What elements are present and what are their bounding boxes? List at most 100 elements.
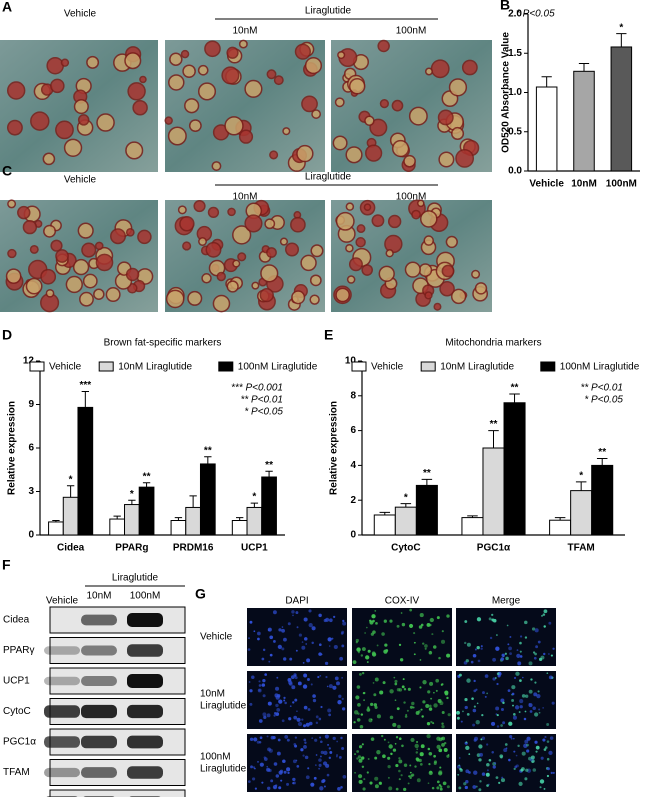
- fluorescence-dot: [457, 773, 460, 776]
- fluorescence-dot: [534, 712, 539, 717]
- micrograph-cell: [356, 224, 366, 234]
- micrograph-cell: [105, 287, 121, 303]
- fluorescence-dot: [315, 764, 317, 766]
- fluorescence-dot: [431, 786, 435, 790]
- fluorescence-dot: [432, 722, 435, 725]
- fluorescence-dot: [294, 744, 298, 748]
- legend-label: 10nM Liraglutide: [440, 362, 514, 373]
- fluorescence-dot: [500, 707, 504, 712]
- fluorescence-dot: [394, 682, 398, 686]
- fluorescence-dot: [499, 754, 504, 759]
- blot-label: PPARγ: [3, 645, 35, 656]
- fluorescence-dot: [495, 713, 498, 715]
- fluorescence-dot: [276, 707, 281, 712]
- row-label: Liraglutide: [200, 764, 247, 775]
- x-tick-label: PPARg: [115, 543, 148, 554]
- fluorescence-dot: [258, 684, 262, 687]
- fluorescence-dot: [278, 628, 282, 632]
- fluorescence-dot: [318, 758, 322, 762]
- micrograph-cell: [55, 249, 69, 263]
- fluorescence-dot: [360, 713, 364, 716]
- error-bar: [554, 517, 566, 521]
- fluorescence-dot: [426, 623, 431, 627]
- micrograph-cell: [77, 114, 90, 126]
- fluorescence-dot: [364, 632, 367, 634]
- fluorescence-dot: [374, 784, 379, 789]
- micrograph-cell: [6, 119, 23, 136]
- fluorescence-dot: [394, 679, 398, 683]
- fluorescence-dot: [479, 752, 484, 757]
- fluorescence-dot: [409, 771, 412, 774]
- fluorescence-dot: [268, 748, 273, 753]
- fluorescence-dot: [500, 724, 503, 727]
- fluorescence-dot: [416, 748, 419, 751]
- fluorescence-dot: [480, 645, 483, 648]
- fluorescence-dot: [538, 711, 541, 714]
- fluorescence-dot: [465, 769, 470, 774]
- micrograph-cell: [17, 205, 31, 220]
- micrograph-cell: [96, 113, 115, 132]
- fluorescence-dot: [292, 701, 295, 704]
- y-tick-label: 3: [28, 486, 34, 497]
- micrograph-cell: [439, 280, 455, 297]
- fluorescence-dot: [277, 644, 282, 649]
- fluorescence-dot: [394, 742, 397, 745]
- fluorescence-dot: [362, 787, 366, 791]
- fluorescence-dot: [504, 652, 507, 655]
- micrograph-cell: [441, 264, 455, 278]
- fluorescence-dot: [435, 678, 440, 683]
- fluorescence-dot: [261, 781, 264, 784]
- fluorescence-dot: [251, 675, 255, 680]
- x-tick-label: 100nM: [606, 179, 637, 190]
- fluorescence-dot: [465, 780, 469, 784]
- fluorescence-dot: [254, 787, 257, 790]
- fluorescence-dot: [273, 714, 276, 717]
- y-tick-label: 0.0: [508, 166, 522, 177]
- fluorescence-dot: [320, 740, 323, 744]
- micrograph-cell: [5, 268, 22, 285]
- fluorescence-dot: [384, 643, 388, 647]
- micrograph-cell: [348, 257, 363, 272]
- fluorescence-dot: [333, 615, 336, 619]
- fluorescence-dot: [509, 652, 512, 656]
- fluorescence-dot: [401, 685, 405, 689]
- fluorescence-dot: [524, 739, 529, 744]
- micrograph-cell: [309, 274, 322, 287]
- micrograph-cell: [226, 280, 239, 293]
- fluorescence-dot: [396, 624, 400, 628]
- fluorescence-dot: [414, 765, 417, 768]
- fluorescence-dot: [320, 705, 323, 709]
- fluorescence-dot: [548, 750, 553, 755]
- fluorescence-dot: [262, 679, 266, 683]
- fluorescence-dot: [500, 778, 506, 783]
- x-tick-label: Cidea: [57, 543, 85, 554]
- error-bar: [174, 517, 183, 521]
- fluorescence-dot: [416, 740, 418, 743]
- fluorescence-dot: [466, 678, 471, 683]
- micrograph-cell: [335, 211, 355, 231]
- micrograph-cell: [216, 271, 226, 282]
- micrograph-cell: [385, 249, 394, 258]
- micrograph-cell: [125, 227, 135, 237]
- y-tick-label: 0.5: [508, 126, 522, 137]
- fluorescence-dot: [324, 661, 329, 666]
- fluorescence-dot: [374, 609, 377, 612]
- fluorescence-dot: [357, 702, 361, 707]
- fluorescence-dot: [328, 645, 331, 647]
- fluorescence-dot: [352, 660, 357, 665]
- micrograph-cell: [132, 100, 148, 116]
- fluorescence-dot: [258, 680, 261, 683]
- fluorescence-dot: [508, 646, 512, 651]
- fluorescence-dot: [496, 725, 500, 728]
- fluorescence-dot: [539, 779, 545, 784]
- fluorescence-dot: [341, 747, 345, 751]
- fluorescence-dot: [476, 645, 480, 650]
- bar: [48, 521, 64, 536]
- significance: **: [490, 419, 498, 430]
- y-tick-label: 0: [28, 530, 34, 541]
- fluorescence-dot: [302, 684, 308, 689]
- fluorescence-dot: [257, 688, 262, 693]
- fluorescence-dot: [429, 704, 432, 708]
- fluorescence-dot: [524, 636, 528, 639]
- fluorescence-dot: [433, 691, 435, 694]
